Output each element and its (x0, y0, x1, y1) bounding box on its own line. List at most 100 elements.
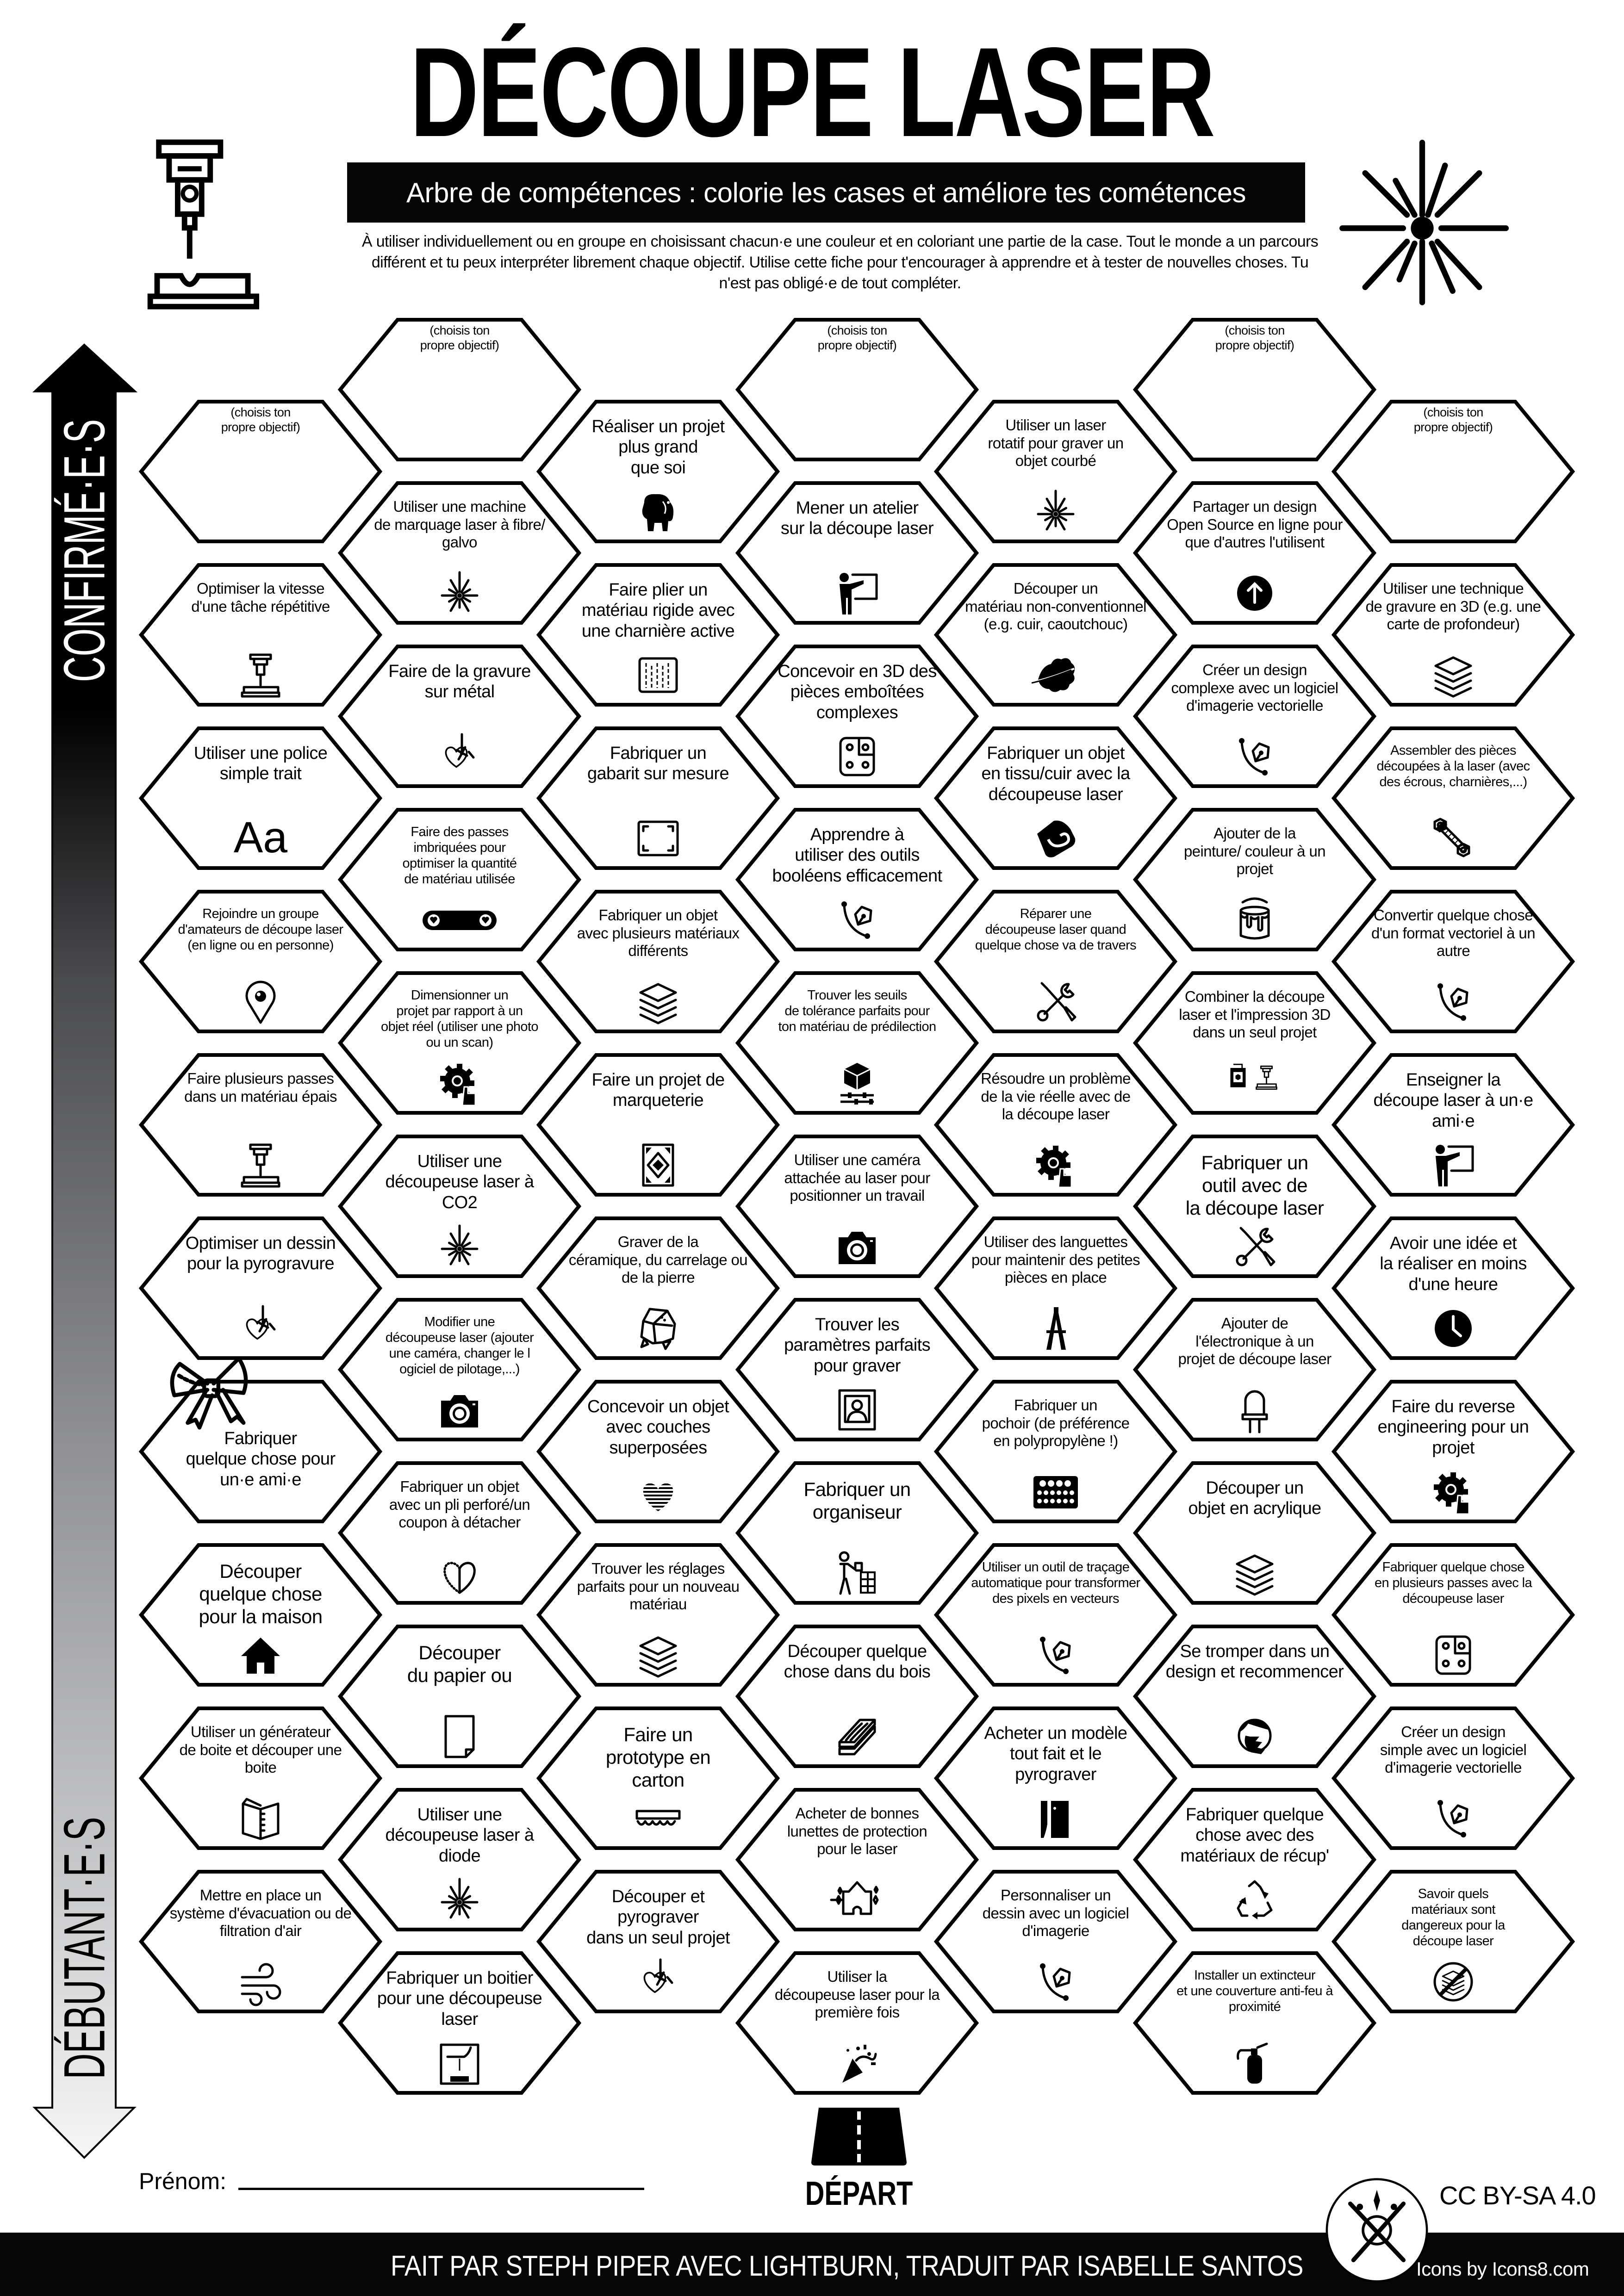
skill-hex[interactable]: Fabriquer un boitier pour une découpeuse… (337, 1951, 582, 2095)
skill-hex[interactable]: Faire un projet de marqueterie (536, 1053, 780, 1197)
skill-hex[interactable]: Découper du papier ou (337, 1625, 582, 1768)
skill-hex[interactable]: Découper un objet en acrylique (1132, 1461, 1377, 1605)
skill-hex[interactable]: Utiliser un laser rotatif pour graver un… (933, 400, 1178, 543)
skill-level-arrow (32, 343, 138, 2159)
skill-label: Ajouter de la peinture/ couleur à un pro… (1183, 825, 1326, 878)
skill-label: Fabriquer un organiseur (803, 1478, 911, 1523)
skill-label: Découper un objet en acrylique (1188, 1478, 1321, 1519)
skill-hex[interactable]: Résoudre un problème de la vie réelle av… (933, 1053, 1178, 1197)
skill-hex[interactable]: Convertir quelque chose d'un format vect… (1331, 890, 1575, 1033)
skill-hex[interactable]: Trouver les paramètres parfaits pour gra… (735, 1298, 979, 1441)
skill-hex[interactable]: Dimensionner un projet par rapport à un … (337, 971, 582, 1115)
skill-hex[interactable]: Savoir quels matériaux sont dangereux po… (1331, 1870, 1575, 2013)
skill-hex[interactable]: Découper un matériau non-conventionnel (… (933, 563, 1178, 707)
skill-hex[interactable]: Créer un design complexe avec un logicie… (1132, 645, 1377, 788)
skill-label: (choisis ton propre objectif) (817, 323, 897, 352)
skill-hex[interactable]: (choisis ton propre objectif) (138, 400, 383, 543)
skill-hex[interactable]: Fabriquer quelque chose avec des matéria… (1132, 1788, 1377, 1931)
skill-hex[interactable]: Installer un extincteur et une couvertur… (1132, 1951, 1377, 2095)
skill-hex[interactable]: Faire des passes imbriquées pour optimis… (337, 808, 582, 951)
skill-hex[interactable]: Se tromper dans un design et recommencer (1132, 1625, 1377, 1768)
skill-hex[interactable]: Apprendre à utiliser des outils booléens… (735, 808, 979, 951)
skill-hex[interactable]: Découper et pyrograver dans un seul proj… (536, 1870, 780, 2013)
hex-outline (1132, 1461, 1377, 1605)
hex-outline (138, 1216, 383, 1360)
skill-hex[interactable]: Fabriquer un objet avec un pli perforé/u… (337, 1461, 582, 1605)
skill-hex[interactable]: Utiliser un outil de traçage automatique… (933, 1543, 1178, 1687)
goggles-icon (830, 1881, 879, 1915)
skill-hex[interactable]: Optimiser la vitesse d'une tâche répétit… (138, 563, 383, 707)
skill-hex[interactable]: Rejoindre un groupe d'amateurs de découp… (138, 890, 383, 1033)
hex-outline (933, 726, 1178, 870)
hex-outline (337, 808, 582, 951)
skill-hex[interactable]: Découper quelque chose pour la maison (138, 1543, 383, 1687)
skill-hex[interactable]: Fabriquer un pochoir (de préférence en p… (933, 1380, 1178, 1523)
pen-tool-icon (1437, 983, 1468, 1021)
skill-hex[interactable]: Faire un prototype en carton (536, 1706, 780, 1850)
name-field-line[interactable] (238, 2188, 644, 2190)
skill-hex[interactable]: Ajouter de l'électronique à un projet de… (1132, 1298, 1377, 1441)
skill-hex[interactable]: Mettre en place un système d'évacuation … (138, 1870, 383, 2013)
skill-hex[interactable]: Utiliser une machine de marquage laser à… (337, 481, 582, 625)
skill-hex[interactable]: Fabriquer quelque chose pour un·e ami·e (138, 1356, 383, 1523)
skill-label: Découper et pyrograver dans un seul proj… (586, 1887, 730, 1948)
hex-outline (933, 1706, 1178, 1850)
skill-hex[interactable]: (choisis ton propre objectif) (337, 318, 582, 461)
skill-hex[interactable]: Utiliser un générateur de boite et décou… (138, 1706, 383, 1850)
skill-hex[interactable]: Concevoir un objet avec couches superpos… (536, 1380, 780, 1523)
skill-label: Enseigner la découpe laser à un·e ami·e (1373, 1070, 1533, 1131)
skill-hex[interactable]: Réparer une découpeuse laser quand quelq… (933, 890, 1178, 1033)
skill-hex[interactable]: Utiliser la découpeuse laser pour la pre… (735, 1951, 979, 2095)
skill-hex[interactable]: Fabriquer un outil avec de la découpe la… (1132, 1135, 1377, 1278)
skill-hex[interactable]: Optimiser un dessin pour la pyrogravure (138, 1216, 383, 1360)
skill-hex[interactable]: (choisis ton propre objectif) (1132, 318, 1377, 461)
skill-hex[interactable]: Utiliser une police simple trait Aa (138, 726, 383, 870)
hex-outline (933, 1543, 1178, 1687)
skill-hex[interactable]: Fabriquer un objet avec plusieurs matéri… (536, 890, 780, 1033)
skill-hex[interactable]: Utiliser une découpeuse laser à CO2 (337, 1135, 582, 1278)
hex-outline (138, 1380, 383, 1523)
skill-hex[interactable]: Fabriquer un gabarit sur mesure (536, 726, 780, 870)
skill-label: Fabriquer un boitier pour une découpeuse… (377, 1968, 542, 2029)
laser-burst-icon (1339, 140, 1509, 305)
skill-hex[interactable]: (choisis ton propre objectif) (735, 318, 979, 461)
skill-hex[interactable]: Découper quelque chose dans du bois (735, 1625, 979, 1768)
skill-hex[interactable]: Trouver les seuils de tolérance parfaits… (735, 971, 979, 1115)
skill-label: Mettre en place un système d'évacuation … (169, 1886, 352, 1940)
skill-hex[interactable]: Fabriquer quelque chose en plusieurs pas… (1331, 1543, 1575, 1687)
skill-hex[interactable]: Réaliser un projet plus grand que soi (536, 400, 780, 543)
skill-hex[interactable]: Utiliser une technique de gravure en 3D … (1331, 563, 1575, 707)
skill-hex[interactable]: Mener un atelier sur la découpe laser (735, 481, 979, 625)
skill-hex[interactable]: Fabriquer un organiseur (735, 1461, 979, 1605)
skill-label: Assembler des pièces découpées à la lase… (1376, 743, 1531, 789)
skill-hex[interactable]: Ajouter de la peinture/ couleur à un pro… (1132, 808, 1377, 951)
skill-hex[interactable]: Acheter un modèle tout fait et le pyrogr… (933, 1706, 1178, 1850)
skill-hex[interactable]: Modifier une découpeuse laser (ajouter u… (337, 1298, 582, 1441)
skill-hex[interactable]: Utiliser une découpeuse laser à diode (337, 1788, 582, 1931)
skill-hex[interactable]: Avoir une idée et la réaliser en moins d… (1331, 1216, 1575, 1360)
skill-hex[interactable]: Concevoir en 3D des pièces emboîtées com… (735, 645, 979, 788)
skill-hex[interactable]: Faire plier un matériau rigide avec une … (536, 563, 780, 707)
skill-hex[interactable]: Combiner la découpe laser et l'impressio… (1132, 971, 1377, 1115)
skill-hex[interactable]: Faire plusieurs passes dans un matériau … (138, 1053, 383, 1197)
skill-hex[interactable]: Trouver les réglages parfaits pour un no… (536, 1543, 780, 1687)
skill-label: Utiliser un générateur de boite et décou… (179, 1723, 342, 1776)
skill-hex[interactable]: Partager un design Open Source en ligne … (1132, 481, 1377, 625)
skill-hex[interactable]: Graver de la céramique, du carrelage ou … (536, 1216, 780, 1360)
skill-hex[interactable]: Utiliser des languettes pour maintenir d… (933, 1216, 1178, 1360)
skill-hex[interactable]: Faire de la gravure sur métal (337, 645, 582, 788)
skill-hex[interactable]: Acheter de bonnes lunettes de protection… (735, 1788, 979, 1931)
skill-label: Découper du papier ou (407, 1642, 512, 1687)
skill-hex[interactable]: Fabriquer un objet en tissu/cuir avec la… (933, 726, 1178, 870)
skill-hex[interactable]: Utiliser une caméra attachée au laser po… (735, 1135, 979, 1278)
gear-hand-icon (1036, 1146, 1072, 1188)
skill-hex[interactable]: Créer un design simple avec un logiciel … (1331, 1706, 1575, 1850)
skill-label: Utiliser une découpeuse laser à CO2 (385, 1152, 534, 1212)
subtitle-banner: Arbre de compétences : colorie les cases… (347, 162, 1305, 223)
wind-icon (241, 1963, 281, 2006)
skill-hex[interactable]: Enseigner la découpe laser à un·e ami·e (1331, 1053, 1575, 1197)
skill-hex[interactable]: Assembler des pièces découpées à la lase… (1331, 726, 1575, 870)
skill-hex[interactable]: (choisis ton propre objectif) (1331, 400, 1575, 543)
skill-hex[interactable]: Personnaliser un dessin avec un logiciel… (933, 1870, 1178, 2013)
skill-hex[interactable]: Faire du reverse engineering pour un pro… (1331, 1380, 1575, 1523)
